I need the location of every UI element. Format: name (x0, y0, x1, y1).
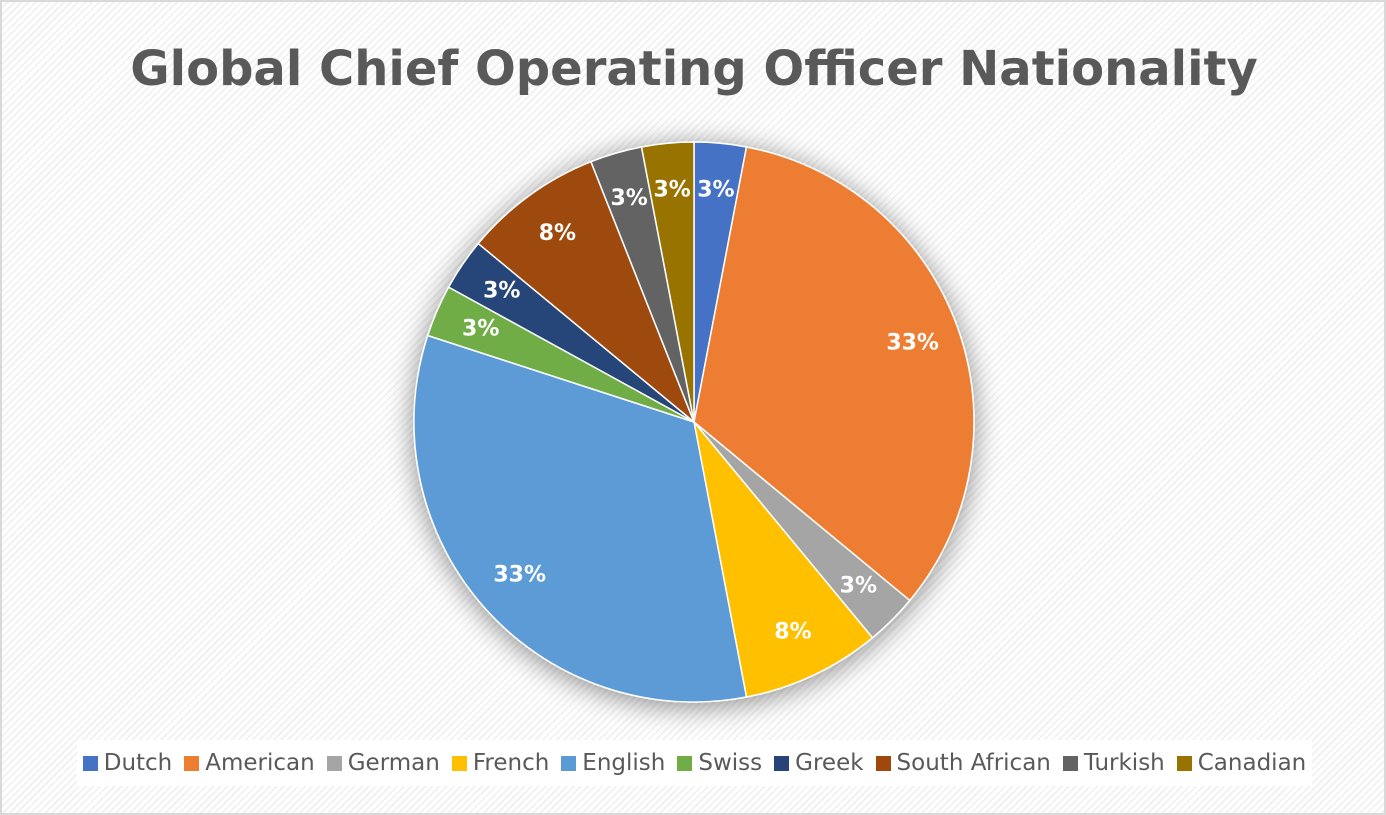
legend-item: French (451, 750, 550, 776)
data-label: 33% (886, 330, 939, 355)
legend-item: German (326, 750, 440, 776)
data-label: 3% (462, 317, 499, 342)
legend-item: Turkish (1062, 750, 1165, 776)
legend-swatch (326, 755, 342, 771)
legend-swatch (1062, 755, 1078, 771)
pie-slice (640, 141, 695, 423)
legend-item: Swiss (677, 750, 762, 776)
legend-item: American (184, 750, 315, 776)
legend-label: Turkish (1083, 750, 1165, 776)
legend-item: Canadian (1176, 750, 1307, 776)
legend: Dutch American German French English Swiss Gre… (77, 740, 1312, 786)
legend-label: French (472, 750, 550, 776)
pie (413, 141, 975, 703)
legend-label: English (582, 750, 666, 776)
pie-slice (413, 334, 748, 703)
chart-title: Global Chief Operating Officer Nationali… (130, 41, 1258, 97)
legend-label: Greek (795, 750, 864, 776)
data-label: 3% (840, 573, 877, 598)
legend-swatch (875, 755, 891, 771)
legend-swatch (677, 755, 693, 771)
legend-item: South African (875, 750, 1051, 776)
legend-swatch (82, 755, 98, 771)
legend-swatch (184, 755, 200, 771)
legend-label: German (347, 750, 440, 776)
legend-label: Canadian (1197, 750, 1307, 776)
legend-item: Greek (774, 750, 864, 776)
legend-label: American (205, 750, 315, 776)
data-label: 3% (653, 178, 690, 203)
legend-label: Dutch (103, 750, 173, 776)
legend-swatch (774, 755, 790, 771)
data-label: 3% (610, 186, 647, 211)
legend-swatch (451, 755, 467, 771)
pie-slice (693, 421, 874, 698)
pie-slice (477, 160, 695, 423)
data-label: 3% (483, 278, 520, 303)
legend-item: Dutch (82, 750, 173, 776)
legend-label: South African (896, 750, 1051, 776)
legend-swatch (1176, 755, 1192, 771)
data-label: 8% (539, 221, 576, 246)
legend-label: Swiss (698, 750, 763, 776)
data-label: 33% (493, 563, 546, 588)
pie-slice (693, 146, 975, 602)
data-label: 3% (697, 178, 734, 203)
legend-swatch (561, 755, 577, 771)
legend-item: English (561, 750, 665, 776)
data-label: 8% (774, 619, 811, 644)
data-labels: 3%33%3%8%33%3%3%8%3% 3% (462, 178, 939, 645)
